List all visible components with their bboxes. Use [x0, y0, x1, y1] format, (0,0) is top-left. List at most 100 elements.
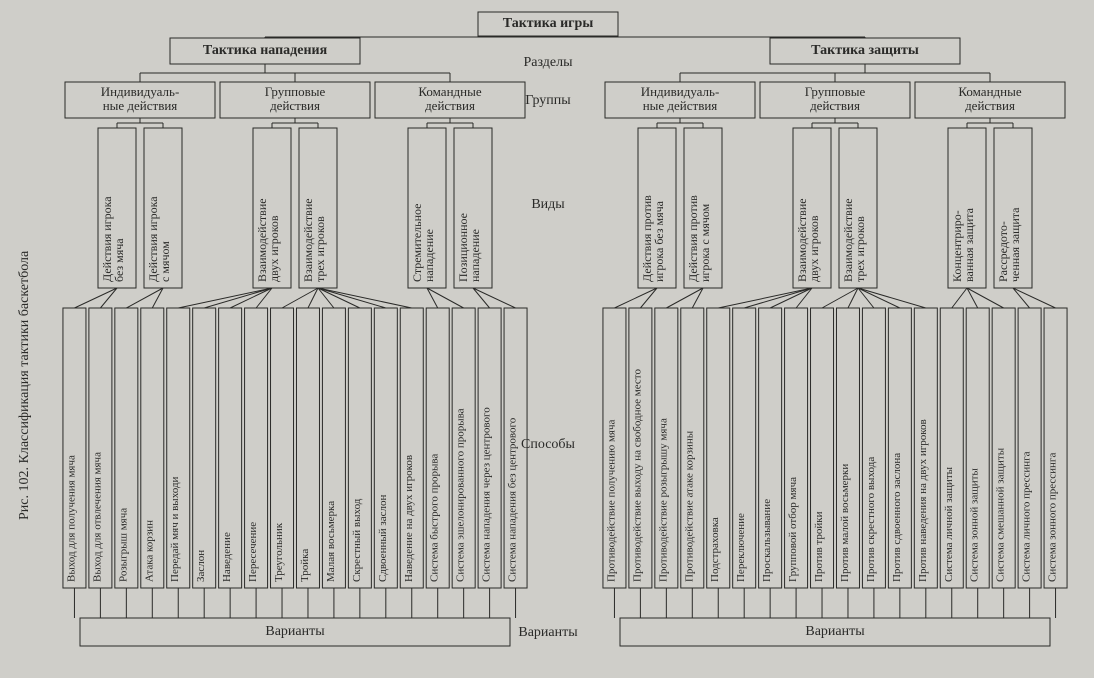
method: Скрестный выход [348, 308, 371, 588]
type-t9: Взаимодействиедвух игроков [793, 128, 831, 288]
node-label: Выход для получения мяча [65, 455, 77, 582]
node-label: Скрестный выход [351, 498, 363, 582]
method: Групповой отбор мяча [785, 308, 808, 588]
node-label: Индивидуаль-ные действия [641, 84, 720, 113]
method: Противодействие розыгрышу мяча [655, 308, 678, 588]
node-label: Индивидуаль-ные действия [101, 84, 180, 113]
group-d_team: Командныедействия [915, 82, 1065, 118]
method: Система личной защиты [940, 308, 963, 588]
node-label: Система личного прессинга [1021, 451, 1033, 582]
node-label: Система зонного прессинга [1047, 453, 1059, 582]
method: Наведение [219, 308, 242, 588]
section-defense: Тактика защиты [770, 38, 960, 64]
node-label: Действия противигрока с мячом [686, 195, 712, 282]
node-label: Малая восьмерка [325, 501, 337, 582]
method: Противодействие атаке корзины [681, 308, 704, 588]
method: Пересечение [245, 308, 268, 588]
node-label: Треугольник [273, 522, 285, 582]
node-label: Выход для отвлечения мяча [91, 452, 103, 582]
type-t6: Позиционноенападение [454, 128, 492, 288]
method: Подстраховка [707, 308, 730, 588]
node-label: Против сдвоенного заслона [891, 453, 903, 582]
method: Противодействие выходу на свободное мест… [629, 308, 652, 588]
node-label: Наведение [221, 532, 233, 582]
method: Переключение [733, 308, 756, 588]
node-label: Тактика защиты [811, 43, 919, 58]
method: Малая восьмерка [322, 308, 345, 588]
node-label: Противодействие розыгрышу мяча [657, 418, 669, 582]
node-label: Атака корзин [143, 520, 155, 582]
node-label: Варианты [805, 624, 865, 639]
node-label: Групповыедействия [805, 84, 866, 113]
node-label: Тактика игры [503, 16, 594, 31]
type-t10: Взаимодействиетрех игроков [839, 128, 877, 288]
node-label: Варианты [265, 624, 325, 639]
method: Система нападения через центрового [478, 308, 501, 588]
node-label: Командныедействия [958, 84, 1021, 113]
section-attack: Тактика нападения [170, 38, 360, 64]
method: Против малой восьмерки [836, 308, 859, 588]
type-t7: Действия противигрока без мяча [638, 128, 676, 288]
group-a_team: Командныедействия [375, 82, 525, 118]
node-label: Противодействие получению мяча [605, 419, 617, 582]
row-label-types: Виды [531, 197, 565, 212]
method: Против наведения на двух игроков [914, 308, 937, 588]
method: Система личного прессинга [1018, 308, 1041, 588]
type-t11: Концентриро-ванная защита [948, 128, 986, 288]
method: Сдвоенный заслон [374, 308, 397, 588]
method: Против скрестного выхода [862, 308, 885, 588]
node-label: Пересечение [247, 522, 259, 582]
node-label: Передай мяч и выходи [169, 476, 181, 582]
node-label: Против малой восьмерки [839, 464, 851, 582]
type-t12: Рассредото-ченная защита [994, 128, 1032, 288]
node-label: Противодействие выходу на свободное мест… [631, 369, 643, 582]
row-label-groups: Группы [525, 93, 571, 108]
type-t1: Действия игрокабез мяча [98, 128, 136, 288]
row-label-variants: Варианты [518, 625, 578, 640]
node-label: Против тройки [813, 511, 825, 582]
node-label: Подстраховка [709, 517, 721, 582]
method: Тройка [296, 308, 319, 588]
node-label: Система быстрого прорыва [429, 454, 441, 582]
row-label-methods: Способы [521, 437, 576, 452]
node-label: Противодействие атаке корзины [683, 430, 695, 582]
node-label: Система зонной защиты [969, 468, 981, 582]
group-d_grp: Групповыедействия [760, 82, 910, 118]
type-t2: Действия игрокас мячом [144, 128, 182, 288]
method: Система смешанной защиты [992, 308, 1015, 588]
node-label: Действия противигрока без мяча [640, 195, 666, 282]
method: Треугольник [271, 308, 294, 588]
node-label: Розыгрыш мяча [117, 508, 129, 582]
method: Наведение на двух игроков [400, 308, 423, 588]
method: Заслон [193, 308, 216, 588]
method: Выход для получения мяча [63, 308, 86, 588]
type-t5: Стремительноенападение [408, 128, 446, 288]
node-label: Система эшелонированного прорыва [455, 408, 467, 582]
node-label: Тактика нападения [203, 43, 328, 58]
node-label: Сдвоенный заслон [377, 495, 389, 582]
method: Передай мяч и выходи [167, 308, 190, 588]
figure-caption: Рис. 102. Классификация тактики баскетбо… [17, 250, 32, 520]
method: Проскальзывание [759, 308, 782, 588]
method: Система эшелонированного прорыва [452, 308, 475, 588]
root-node: Тактика игры [478, 12, 618, 36]
method: Против тройки [811, 308, 834, 588]
type-t8: Действия противигрока с мячом [684, 128, 722, 288]
node-label: Система нападения через центрового [481, 407, 493, 582]
node-label: Заслон [195, 550, 207, 582]
node-label: Против наведения на двух игроков [917, 419, 929, 582]
node-label: Концентриро-ванная защита [950, 207, 976, 282]
node-label: Переключение [735, 513, 747, 582]
method: Атака корзин [141, 308, 164, 588]
type-t3: Взаимодействиедвух игроков [253, 128, 291, 288]
node-label: Проскальзывание [761, 499, 773, 582]
method: Система быстрого прорыва [426, 308, 449, 588]
method: Система зонного прессинга [1044, 308, 1067, 588]
type-t4: Взаимодействиетрех игроков [299, 128, 337, 288]
node-label: Система нападения без центрового [507, 417, 519, 582]
row-label-sections: Разделы [523, 55, 573, 70]
method: Против сдвоенного заслона [888, 308, 911, 588]
method: Противодействие получению мяча [603, 308, 626, 588]
diagram-svg: Тактика игры Тактика нападения Тактика защ… [0, 0, 1094, 678]
group-d_ind: Индивидуаль-ные действия [605, 82, 755, 118]
